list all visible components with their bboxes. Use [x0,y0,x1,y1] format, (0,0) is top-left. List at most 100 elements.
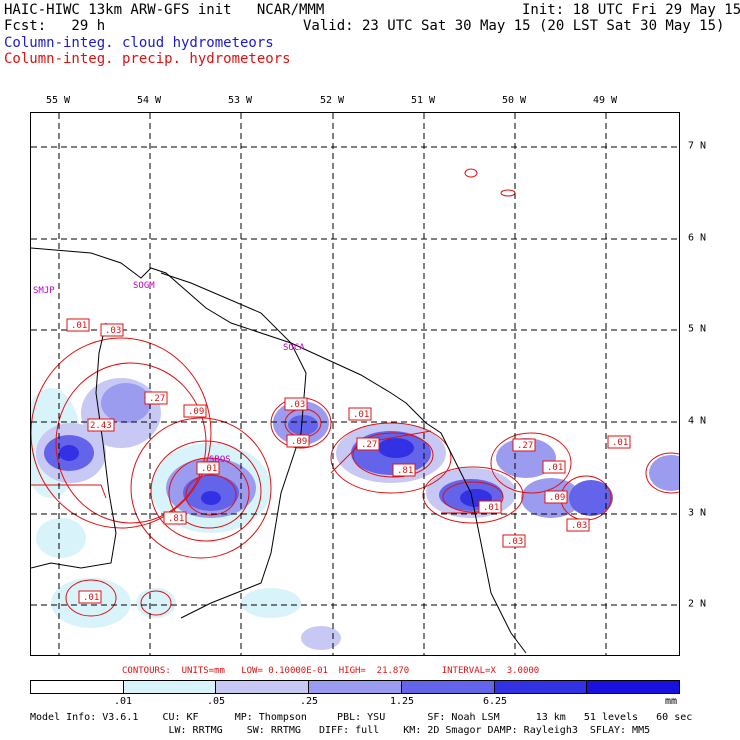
contour-info: CONTOURS: UNITS=mm LOW= 0.10000E-01 HIGH… [122,666,540,676]
svg-text:.27: .27 [149,394,165,404]
cloud-region-south4 [301,626,341,650]
cloud-region-nw-inner [101,383,151,423]
colorbar-bin-5 [494,681,588,693]
contour-center-2 [150,440,262,542]
contour-west-1 [31,337,212,529]
contour-label: .01 [478,500,502,514]
cloud-core-north [288,415,318,435]
svg-text:.03: .03 [289,400,305,410]
contour-label: .01 [542,460,566,474]
init-time: Init: 18 UTC Fri 29 May 15 [522,2,740,18]
lat-label-4n: 4 N [688,415,707,427]
contour-south-1 [65,579,117,617]
colorbar-label-1: .01 [113,696,133,707]
cloud-region-far-east [649,455,679,491]
contour-south-2 [140,590,172,616]
svg-text:2.43: 2.43 [90,421,112,431]
colorbar-label-4: 1.25 [389,696,415,707]
contour-value-labels: .01 .03 .27 2.43 .09 .01 .81 .03 .09 .01… [66,318,631,604]
field-cloud-label: Column-integ. cloud hydrometeors [4,35,274,51]
contour-east-1 [422,466,524,524]
coastline [31,247,527,654]
contour-label: .27 [512,438,536,452]
colorbar-bin-3 [309,681,402,693]
colorbar-bin-2 [216,681,310,693]
contour-ne-1 [490,432,572,494]
contour-label: .09 [183,404,207,418]
contour-label: .01 [196,461,220,475]
station-sogm: SOGM [133,281,155,291]
latlon-grid [31,113,679,655]
station-sbos: SBOS [209,455,231,465]
contour-label: .01 [78,590,102,604]
contour-label: .81 [392,463,416,477]
contour-label: .01 [348,407,372,421]
contour-label: .03 [566,518,590,532]
border-center [160,272,307,619]
lon-label-52w: 52 W [319,95,345,106]
plot-title: HAIC-HIWC 13km ARW-GFS init NCAR/MMM [4,2,325,18]
svg-text:.09: .09 [188,407,204,417]
cloud-core-se [569,480,613,516]
contour-label: .09 [286,434,310,448]
lat-label-2n: 2 N [688,598,707,610]
station-smjp: SMJP [33,286,55,296]
contour-label: .81 [163,511,187,525]
contour-west-2 [55,362,207,524]
contour-label: .27 [144,391,168,405]
colorbar-bin-6 [587,681,680,693]
coastline-path [31,247,527,654]
valid-time: Valid: 23 UTC Sat 30 May 15 (20 LST Sat … [303,18,725,34]
svg-text:.01: .01 [547,463,563,473]
lat-label-6n: 6 N [688,232,707,244]
lon-label-49w: 49 W [592,95,618,106]
cloud-core-west-inner [59,445,79,461]
colorbar-label-5: 6.25 [482,696,508,707]
svg-text:.27: .27 [361,440,377,450]
svg-text:.01: .01 [83,593,99,603]
lat-label-7n: 7 N [688,140,707,152]
contour-east-2 [442,481,504,513]
lat-label-5n: 5 N [688,323,707,335]
contour-center-3 [168,457,250,529]
cloud-region-ne [496,438,556,478]
cloud-region-south2 [136,588,176,618]
contour-label: .03 [284,397,308,411]
colorbar-bin-0 [31,681,124,693]
cloud-core-center-inner [201,491,221,505]
lon-label-55w: 55 W [45,95,71,106]
map-svg: SMJP SOGM SOCA SBOS .01 .03 .27 2.43 .09… [31,113,679,655]
svg-text:.01: .01 [201,464,217,474]
contour-label: .01 [607,435,631,449]
svg-text:.81: .81 [168,514,184,524]
colorbar [30,680,680,694]
border-west [31,322,117,569]
station-labels: SMJP SOGM SOCA SBOS [33,281,305,465]
contour-label: .27 [356,437,380,451]
svg-text:.03: .03 [571,521,587,531]
contour-isolated-2 [500,189,516,197]
lon-label-51w: 51 W [410,95,436,106]
svg-text:.01: .01 [71,321,87,331]
colorbar-bin-1 [123,681,217,693]
station-soca: SOCA [283,343,305,353]
model-info-line1: Model Info: V3.6.1 CU: KF MP: Thompson P… [30,712,693,723]
svg-text:.01: .01 [612,438,628,448]
contour-coast-1 [330,422,452,494]
colorbar-label-2: .05 [206,696,226,707]
contour-label: .09 [544,490,568,504]
lon-label-50w: 50 W [501,95,527,106]
contour-coast-2 [352,432,434,478]
colorbar-label-3: .25 [299,696,319,707]
lon-label-53w: 53 W [227,95,253,106]
colorbar-bin-4 [401,681,495,693]
contour-label: .03 [502,534,526,548]
field-precip-label: Column-integ. precip. hydrometeors [4,51,291,67]
contour-front-west [31,484,107,499]
svg-text:.09: .09 [549,493,565,503]
contour-center-1 [130,417,272,559]
contour-isolated-1 [464,168,478,178]
precip-contours [31,168,679,617]
svg-text:.27: .27 [517,441,533,451]
svg-text:.03: .03 [507,537,523,547]
